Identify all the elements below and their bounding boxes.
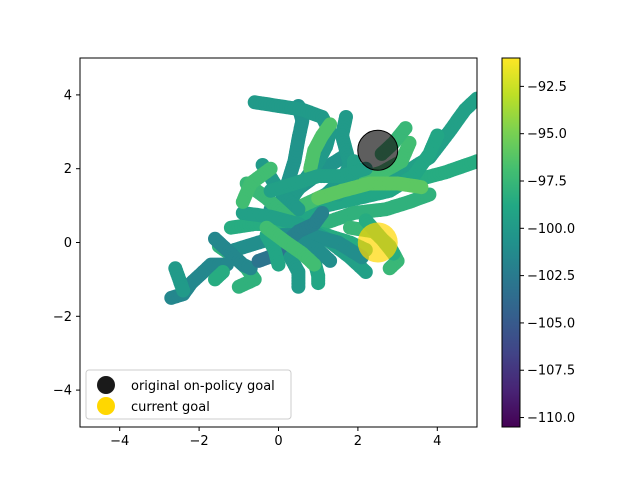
colorbar-tick-label: −92.5 [527, 80, 567, 95]
y-tick-label: 4 [64, 88, 72, 103]
trajectory-point [271, 257, 286, 272]
trajectory-point [414, 180, 429, 195]
colorbar-gradient [501, 57, 521, 428]
x-axis-ticks: −4 −2 0 2 4 [110, 427, 441, 449]
goal-markers [357, 129, 399, 263]
trajectory-point [382, 261, 397, 276]
legend: original on-policy goal current goal [85, 369, 292, 420]
colorbar-tick-label: −105.0 [527, 316, 575, 331]
trajectory-point [358, 265, 373, 279]
trajectory-point [430, 128, 445, 143]
trajectory-point [176, 283, 191, 298]
y-tick-label: −2 [53, 310, 72, 325]
trajectory-point [323, 117, 338, 132]
plot-area [164, 91, 477, 305]
legend-label-original-goal: original on-policy goal [131, 379, 275, 394]
x-tick-label: −2 [190, 434, 209, 449]
colorbar-tick-label: −100.0 [527, 222, 575, 237]
trajectory-point [398, 121, 413, 136]
trajectory-25 [168, 261, 191, 298]
y-tick-label: 0 [64, 236, 72, 251]
y-tick-label: −4 [53, 384, 72, 399]
original-goal-marker [357, 129, 399, 171]
trajectory-29 [235, 161, 278, 209]
trajectory-32 [311, 176, 429, 206]
trajectory-point [307, 257, 322, 272]
x-tick-label: 2 [354, 434, 362, 449]
trajectory-point [323, 253, 338, 268]
trajectory-20 [283, 250, 306, 294]
trajectory-33 [259, 220, 322, 272]
trajectory-point [470, 154, 477, 169]
trajectory-point [311, 276, 326, 291]
colorbar-tick-label: −97.5 [527, 175, 567, 190]
trajectory-26 [208, 265, 230, 287]
legend-marker-original-goal [97, 376, 115, 394]
colorbar-tick-label: −102.5 [527, 269, 575, 284]
trajectory-23 [259, 228, 286, 272]
legend-marker-current-goal [97, 397, 115, 415]
trajectory-28 [303, 117, 338, 176]
x-tick-label: 0 [274, 434, 282, 449]
trajectory-31 [263, 161, 373, 198]
y-tick-label: 2 [64, 162, 72, 177]
x-tick-label: 4 [433, 434, 441, 449]
colorbar-tick-label: −107.5 [527, 364, 575, 379]
trajectory-point [291, 279, 306, 294]
trajectory-point [235, 194, 250, 209]
trajectory-point [315, 206, 330, 220]
legend-box [85, 369, 292, 420]
colorbar-ticks: −92.5 −95.0 −97.5 −100.0 −102.5 −105.0 −107.5 −… [520, 80, 575, 426]
trajectory-point [402, 135, 417, 150]
trajectory-points [164, 91, 477, 305]
trajectory-point [470, 91, 477, 106]
trajectory-point [208, 272, 222, 287]
colorbar-tick-label: −110.0 [527, 411, 575, 426]
trajectory-point [291, 202, 306, 217]
colorbar-tick-label: −95.0 [527, 127, 567, 142]
current-goal-marker [357, 222, 398, 263]
legend-label-current-goal: current goal [131, 400, 210, 415]
trajectory-point [231, 279, 246, 294]
x-tick-label: −4 [110, 434, 129, 449]
colorbar: −92.5 −95.0 −97.5 −100.0 −102.5 −105.0 −107.5 −… [501, 57, 575, 428]
y-axis-ticks: −4 −2 0 2 4 [53, 88, 80, 399]
